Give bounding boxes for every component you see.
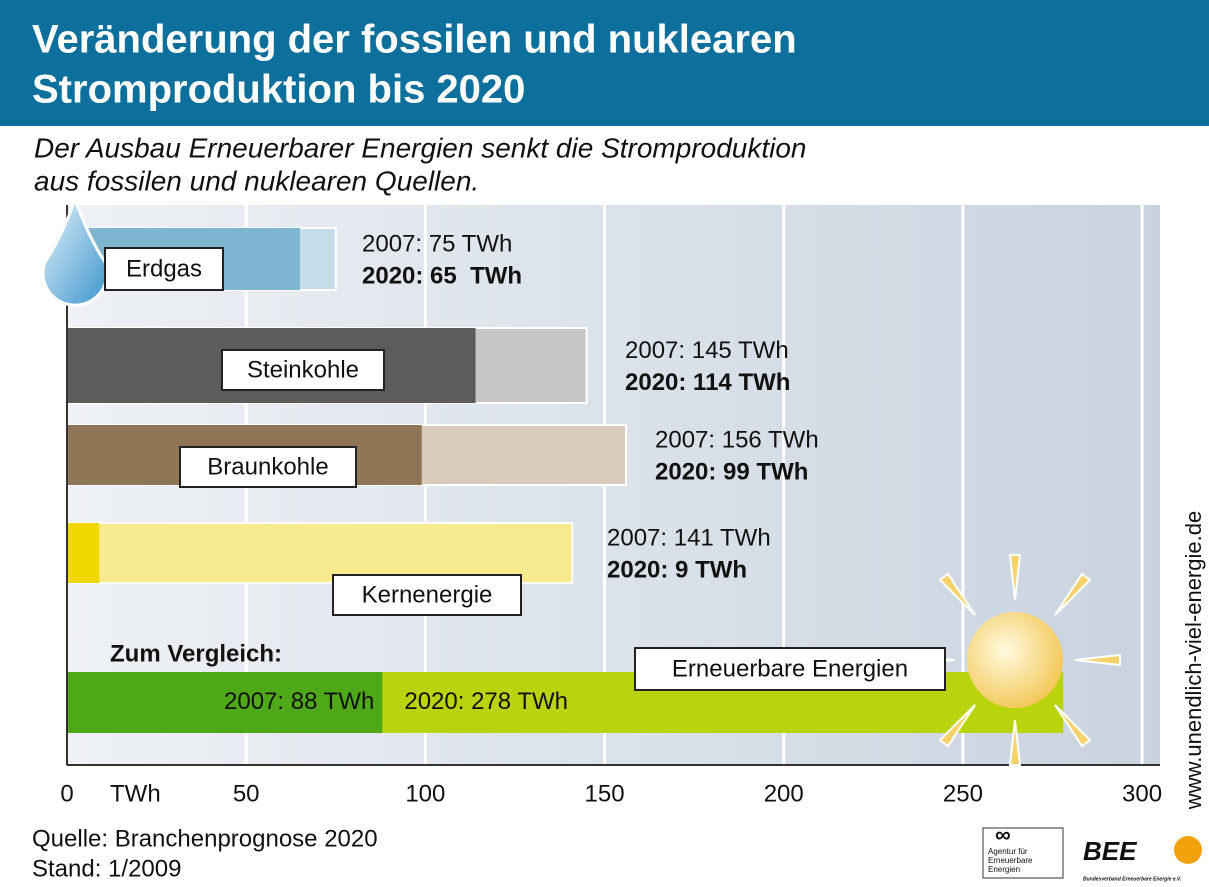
logo-text: Agentur für <box>988 847 1028 856</box>
sun-icon <box>909 554 1121 766</box>
x-tick-label: 100 <box>405 780 445 807</box>
logo-mark: ∞ <box>995 822 1011 847</box>
header-band <box>0 0 1209 126</box>
value-label: 2020: 65 TWh <box>362 262 522 289</box>
chart-title: Veränderung der fossilen und nuklearen <box>32 18 797 62</box>
subtitle: Der Ausbau Erneuerbarer Energien senkt d… <box>34 132 807 163</box>
url: www.unendlich-viel-energie.de <box>1181 511 1206 810</box>
subtitle: aus fossilen und nuklearen Quellen. <box>34 165 479 196</box>
logo-text: Erneuerbare <box>988 856 1033 865</box>
category-box <box>104 247 224 291</box>
logo-bee: BEE <box>1083 836 1137 866</box>
category-box <box>179 446 357 488</box>
logo-text: Bundesverband Erneuerbare Energie e.V. <box>1083 876 1181 882</box>
category-label: Erneuerbare Energien <box>672 655 908 682</box>
x-tick-label: 150 <box>585 780 625 807</box>
category-label: Braunkohle <box>207 453 328 480</box>
bar <box>66 522 574 584</box>
x-tick-label: 200 <box>764 780 804 807</box>
gas-drop-icon <box>41 195 109 307</box>
logo-dot <box>1174 836 1202 864</box>
x-axis-label: TWh <box>110 780 161 807</box>
x-tick-label: 50 <box>233 780 260 807</box>
bar <box>67 672 383 733</box>
logo-text: Energien <box>988 865 1020 874</box>
bar <box>67 523 100 583</box>
category-label: Steinkohle <box>247 356 359 383</box>
value-label: 2020: 114 TWh <box>625 369 790 396</box>
source: Quelle: Branchenprognose 2020 <box>32 825 378 852</box>
logo-box <box>982 827 1064 879</box>
x-tick-label: 300 <box>1122 780 1162 807</box>
category-label: Erdgas <box>126 255 202 282</box>
x-tick-label: 0 <box>60 780 73 807</box>
value-label: 2007: 75 TWh <box>362 230 512 257</box>
date: Stand: 1/2009 <box>32 855 181 882</box>
category-box <box>221 349 385 391</box>
value-label: 2007: 88 TWh <box>224 688 374 715</box>
category-box <box>634 647 946 691</box>
category-label: Kernenergie <box>362 581 493 608</box>
value-label: 2020: 278 TWh <box>404 688 568 715</box>
x-tick-label: 250 <box>943 780 983 807</box>
value-label: 2007: 141 TWh <box>607 524 771 551</box>
value-label: 2007: 156 TWh <box>655 426 819 453</box>
comparison-label: Zum Vergleich: <box>110 640 282 667</box>
chart-title: Stromproduktion bis 2020 <box>32 68 525 112</box>
value-label: 2020: 99 TWh <box>655 458 808 485</box>
value-label: 2020: 9 TWh <box>607 556 747 583</box>
category-box <box>332 574 522 616</box>
value-label: 2007: 145 TWh <box>625 337 789 364</box>
